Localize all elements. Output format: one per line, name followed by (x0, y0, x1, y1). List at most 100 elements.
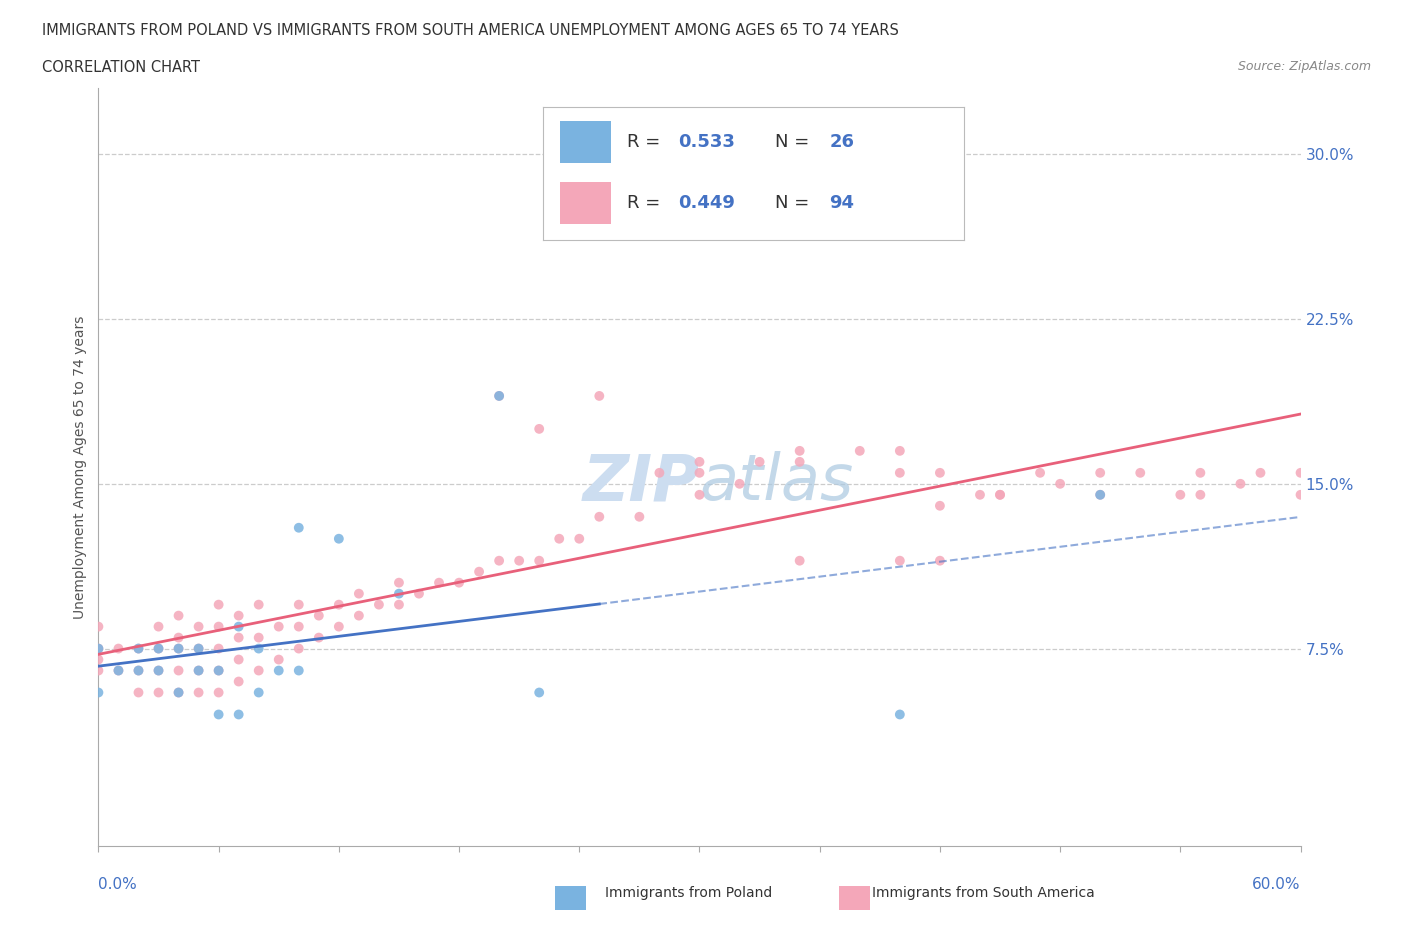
Text: Source: ZipAtlas.com: Source: ZipAtlas.com (1237, 60, 1371, 73)
Point (128, 685, 150, 700)
Point (728, 476, 751, 491)
Point (107, 663, 129, 678)
Point (929, 498, 952, 513)
Point (529, 685, 551, 700)
Point (388, 597, 411, 612)
Point (789, 444, 811, 458)
Text: 0.0%: 0.0% (98, 877, 138, 892)
Point (187, 641, 209, 656)
Point (388, 586, 411, 601)
Point (128, 663, 150, 678)
Point (228, 652, 250, 667)
Point (148, 663, 170, 678)
Point (267, 619, 290, 634)
Point (849, 224, 872, 239)
Point (969, 487, 991, 502)
Point (87, 652, 110, 667)
Point (1189, 465, 1212, 480)
Point (328, 619, 350, 634)
Point (588, 389, 610, 404)
Point (208, 707, 231, 722)
Y-axis label: Unemployment Among Ages 65 to 74 years: Unemployment Among Ages 65 to 74 years (73, 315, 87, 619)
Point (247, 641, 270, 656)
Point (347, 608, 370, 623)
Point (468, 565, 491, 579)
Point (167, 663, 190, 678)
Point (87, 641, 110, 656)
Point (1289, 465, 1312, 480)
Point (228, 631, 250, 645)
Point (548, 531, 571, 546)
Point (247, 685, 270, 700)
Point (328, 597, 350, 612)
Text: 60.0%: 60.0% (1253, 877, 1301, 892)
Point (889, 465, 911, 480)
Point (347, 586, 370, 601)
Point (488, 389, 510, 404)
Point (167, 608, 190, 623)
Point (368, 597, 391, 612)
Point (167, 641, 190, 656)
Point (789, 455, 811, 470)
Point (187, 663, 209, 678)
Point (167, 631, 190, 645)
Text: ZIP: ZIP (582, 451, 699, 513)
Point (308, 631, 330, 645)
Point (128, 641, 150, 656)
Text: IMMIGRANTS FROM POLAND VS IMMIGRANTS FROM SOUTH AMERICA UNEMPLOYMENT AMONG AGES : IMMIGRANTS FROM POLAND VS IMMIGRANTS FRO… (42, 23, 898, 38)
Point (929, 553, 952, 568)
Point (748, 455, 770, 470)
Point (107, 641, 129, 656)
Point (247, 663, 270, 678)
Point (128, 663, 150, 678)
Point (288, 619, 311, 634)
Point (508, 553, 530, 568)
Point (588, 510, 610, 525)
Point (228, 674, 250, 689)
Point (849, 444, 872, 458)
Point (488, 553, 510, 568)
Point (87, 619, 110, 634)
Point (167, 641, 190, 656)
Point (388, 576, 411, 591)
Point (648, 465, 671, 480)
Point (1049, 476, 1071, 491)
Point (1129, 465, 1152, 480)
Point (988, 487, 1011, 502)
Point (228, 608, 250, 623)
Point (1189, 487, 1212, 502)
Point (427, 576, 450, 591)
Point (87, 641, 110, 656)
Point (529, 421, 551, 436)
Point (87, 685, 110, 700)
Point (288, 520, 311, 535)
Point (267, 663, 290, 678)
Point (789, 553, 811, 568)
Point (408, 586, 430, 601)
Point (308, 608, 330, 623)
Point (889, 707, 911, 722)
Point (228, 707, 250, 722)
Point (247, 631, 270, 645)
Point (107, 663, 129, 678)
Point (288, 641, 311, 656)
Point (187, 663, 209, 678)
Text: Immigrants from South America: Immigrants from South America (872, 885, 1094, 900)
Point (148, 663, 170, 678)
Point (148, 641, 170, 656)
Point (128, 641, 150, 656)
Point (148, 619, 170, 634)
Point (1289, 487, 1312, 502)
Point (228, 619, 250, 634)
Point (208, 663, 231, 678)
Point (568, 531, 591, 546)
Point (1088, 465, 1111, 480)
Point (628, 510, 651, 525)
Point (929, 465, 952, 480)
Point (148, 641, 170, 656)
Point (187, 685, 209, 700)
Point (167, 685, 190, 700)
Text: Immigrants from Poland: Immigrants from Poland (605, 885, 772, 900)
Point (488, 389, 510, 404)
Point (1029, 465, 1052, 480)
